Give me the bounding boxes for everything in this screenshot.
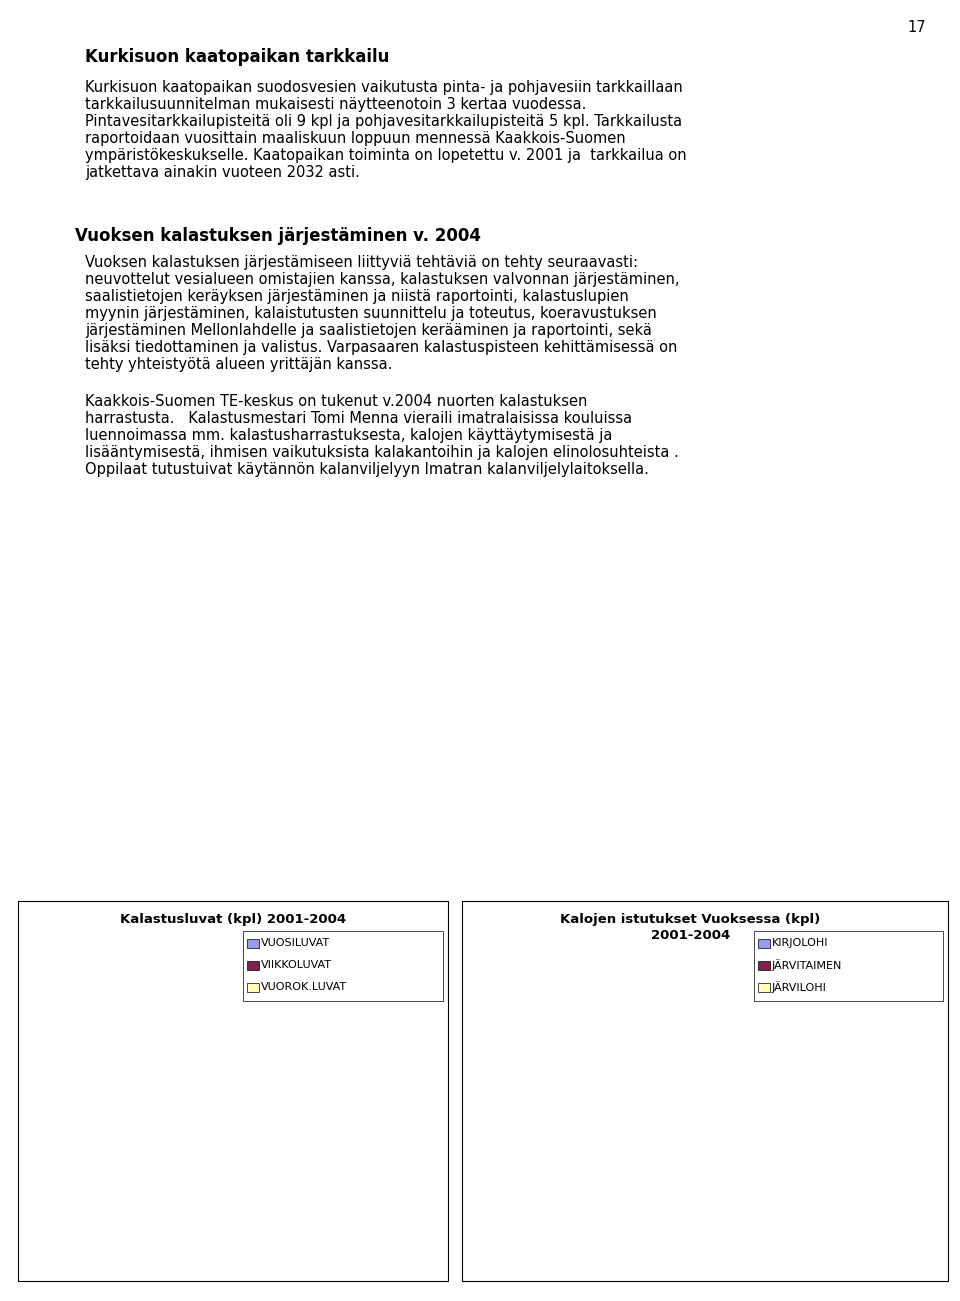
Text: tehty yhteistyötä alueen yrittäjän kanssa.: tehty yhteistyötä alueen yrittäjän kanss…	[85, 356, 393, 372]
Bar	[360, 1097, 379, 1252]
Text: VUOROK.LUVAT: VUOROK.LUVAT	[261, 982, 348, 993]
Bar	[660, 1094, 682, 1252]
Bar	[851, 1153, 872, 1252]
Text: Vuoksen kalastuksen järjestämiseen liittyviä tehtäviä on tehty seuraavasti:: Vuoksen kalastuksen järjestämiseen liitt…	[85, 255, 638, 271]
Text: neuvottelut vesialueen omistajien kanssa, kalastuksen valvonnan järjestäminen,: neuvottelut vesialueen omistajien kanssa…	[85, 272, 680, 288]
Bar	[576, 1246, 598, 1252]
Text: jatkettava ainakin vuoteen 2032 asti.: jatkettava ainakin vuoteen 2032 asti.	[85, 165, 360, 180]
Text: 17: 17	[908, 20, 926, 35]
Bar	[118, 1049, 137, 1252]
Text: Oppilaat tutustuivat käytännön kalanviljelyyn Imatran kalanviljelylaitoksella.: Oppilaat tutustuivat käytännön kalanvilj…	[85, 462, 649, 477]
Text: raportoidaan vuosittain maaliskuun loppuun mennessä Kaakkois-Suomen: raportoidaan vuosittain maaliskuun loppu…	[85, 131, 626, 146]
Text: järjestäminen Mellonlahdelle ja saalistietojen kerääminen ja raportointi, sekä: järjestäminen Mellonlahdelle ja saalisti…	[85, 323, 652, 338]
Text: JÄRVITAIMEN: JÄRVITAIMEN	[772, 960, 842, 972]
Bar	[287, 1220, 306, 1252]
Bar	[381, 1214, 400, 1252]
Text: JÄRVILOHI: JÄRVILOHI	[772, 981, 827, 994]
Text: Vuoksen kalastuksen järjestäminen v. 2004: Vuoksen kalastuksen järjestäminen v. 200…	[75, 226, 481, 245]
Text: Kalojen istutukset Vuoksessa (kpl)
2001-2004: Kalojen istutukset Vuoksessa (kpl) 2001-…	[561, 913, 821, 942]
Text: tarkkailusuunnitelman mukaisesti näytteenotoin 3 kertaa vuodessa.: tarkkailusuunnitelman mukaisesti näyttee…	[85, 98, 587, 112]
Text: lisäksi tiedottaminen ja valistus. Varpasaaren kalastuspisteen kehittämisessä on: lisäksi tiedottaminen ja valistus. Varpa…	[85, 340, 678, 355]
Text: VUOSILUVAT: VUOSILUVAT	[261, 938, 330, 948]
Bar	[402, 1094, 421, 1252]
Text: Pintavesitarkkailupisteitä oli 9 kpl ja pohjavesitarkkailupisteitä 5 kpl. Tarkka: Pintavesitarkkailupisteitä oli 9 kpl ja …	[85, 114, 683, 129]
Text: Kurkisuon kaatopaikan tarkkailu: Kurkisuon kaatopaikan tarkkailu	[85, 48, 390, 66]
Text: ympäristökeskukselle. Kaatopaikan toiminta on lopetettu v. 2001 ja  tarkkailua o: ympäristökeskukselle. Kaatopaikan toimin…	[85, 148, 686, 163]
Bar	[77, 1037, 96, 1252]
Text: harrastusta.   Kalastusmestari Tomi Menna vieraili imatralaisissa kouluissa: harrastusta. Kalastusmestari Tomi Menna …	[85, 411, 632, 425]
Bar	[874, 1049, 896, 1252]
Bar	[307, 1107, 326, 1252]
Text: Kurkisuon kaatopaikan suodosvesien vaikutusta pinta- ja pohjavesiin tarkkaillaan: Kurkisuon kaatopaikan suodosvesien vaiku…	[85, 79, 683, 95]
Text: luennoimassa mm. kalastusharrastuksesta, kalojen käyttäytymisestä ja: luennoimassa mm. kalastusharrastuksesta,…	[85, 428, 612, 444]
Bar	[172, 1093, 190, 1252]
Bar	[767, 1068, 788, 1252]
Bar	[553, 1051, 574, 1252]
Text: myynin järjestäminen, kalaistutusten suunnittelu ja toteutus, koeravustuksen: myynin järjestäminen, kalaistutusten suu…	[85, 306, 657, 321]
Bar	[743, 1176, 765, 1252]
Bar	[636, 1162, 658, 1252]
Text: Kaakkois-Suomen TE-keskus on tukenut v.2004 nuorten kalastuksen: Kaakkois-Suomen TE-keskus on tukenut v.2…	[85, 394, 588, 409]
Text: KIRJOLOHI: KIRJOLOHI	[772, 938, 828, 948]
Text: VIIKKOLUVAT: VIIKKOLUVAT	[261, 960, 332, 971]
Bar	[213, 1079, 232, 1252]
Text: lisääntymisestä, ihmisen vaikutuksista kalakantoihin ja kalojen elinolosuhteista: lisääntymisestä, ihmisen vaikutuksista k…	[85, 445, 679, 461]
Bar	[98, 1205, 117, 1252]
Text: saalistietojen keräyksen järjestäminen ja niistä raportointi, kalastuslupien: saalistietojen keräyksen järjestäminen j…	[85, 289, 629, 304]
Bar	[192, 1228, 211, 1252]
Bar	[266, 1082, 285, 1252]
Bar	[529, 1180, 551, 1252]
Text: Kalastusluvat (kpl) 2001-2004: Kalastusluvat (kpl) 2001-2004	[120, 913, 346, 926]
